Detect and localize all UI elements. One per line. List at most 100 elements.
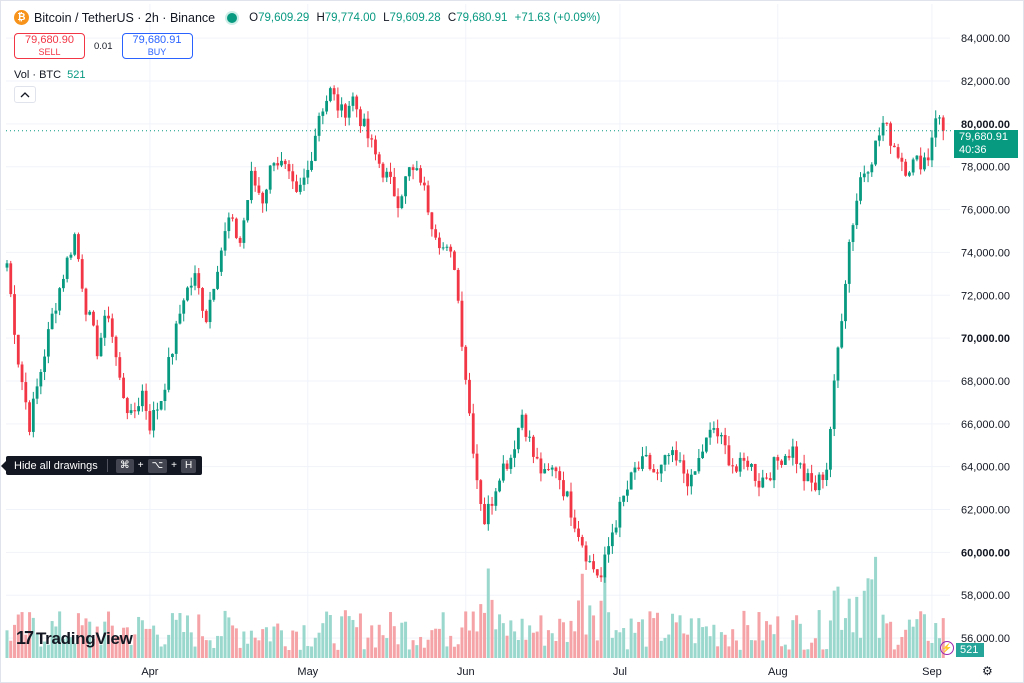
candle-body [787,455,791,458]
volume-bar [223,610,227,658]
volume-bar [46,644,50,658]
candle-body [182,300,186,314]
volume-bar [610,637,614,658]
candle-body [344,104,347,118]
volume-bar [467,630,471,658]
candle-body [351,96,355,106]
x-tick-label: May [297,666,318,678]
candle-body [528,436,532,438]
candle-body [231,217,234,219]
candle-body [140,390,144,407]
volume-bar [475,631,479,658]
candle-body [814,482,817,491]
volume-bar [107,611,111,658]
volume-bar [614,630,618,658]
symbol-legend: ₿ Bitcoin / TetherUS · 2h · Binance O79,… [14,10,604,25]
volume-bar [501,623,505,658]
volume-bar [915,619,919,658]
volume-legend[interactable]: Vol · BTC 521 [14,69,85,81]
volume-bar [449,635,453,658]
candle-body [911,159,915,173]
volume-bar [674,622,678,658]
volume-bar [678,615,682,658]
volume-bar [400,622,404,658]
candle-body [362,118,366,127]
candle-body [682,460,686,474]
volume-bar [866,578,870,658]
volume-bar [877,637,881,658]
hide-drawings-tooltip: Hide all drawings ⌘ + ⌥ + H [0,456,203,475]
symbol-title[interactable]: Bitcoin / TetherUS · 2h · Binance [34,10,216,25]
candle-body [671,450,674,456]
candle-body [355,96,359,110]
collapse-legend-button[interactable] [14,86,36,103]
change-value: +71.63 (+0.09%) [514,11,601,24]
buy-button[interactable]: 79,680.91 BUY [121,33,193,59]
volume-bar [159,646,163,658]
volume-bar [140,620,144,658]
candle-body [908,172,911,176]
candle-body [287,164,291,172]
open-value: 79,609.29 [258,11,310,24]
volume-bar [607,612,611,658]
volume-bar [332,643,336,658]
volume-bar [828,620,832,658]
volume-bar [810,642,814,658]
volume-bar [28,612,32,658]
candle-body [825,469,829,481]
candle-body [584,545,588,562]
volume-bar [780,646,784,658]
candle-body [310,160,313,170]
volume-bar [693,643,697,658]
y-tick-label: 74,000.00 [961,247,1010,259]
candle-body [186,287,189,301]
tooltip-text: Hide all drawings [14,459,98,472]
high-value: 79,774.00 [324,11,376,24]
candle-body [547,469,550,471]
volume-bar [520,618,524,658]
volume-bar [355,627,359,658]
volume-bar [268,641,272,658]
candle-body [569,491,573,518]
volume-bar [772,634,776,658]
last-price-value: 79,680.91 [959,131,1008,143]
volume-bar [644,646,648,658]
volume-bar [825,649,829,658]
volume-bar [73,643,77,658]
volume-bar [682,633,686,658]
x-tick-label: Jul [613,666,627,678]
candle-body [381,163,385,178]
volume-bar [919,611,923,658]
volume-bar [708,636,712,658]
candle-body [468,379,471,414]
volume-bar [321,623,325,658]
candle-body [449,246,453,252]
candle-body [652,469,656,473]
candle-body [88,311,92,315]
candle-body [915,155,919,160]
volume-bar [377,624,381,658]
volume-bar [95,626,99,658]
candle-body [54,310,58,314]
candle-body [539,458,543,474]
volume-bar [667,634,671,658]
candle-body [761,477,765,488]
volume-bar [392,626,396,658]
tradingview-logo[interactable]: 17 TradingView [16,628,133,649]
gear-icon[interactable]: ⚙ [982,664,993,678]
candle-body [892,145,896,148]
volume-bar [24,634,28,658]
volume-bar [61,638,65,658]
volume-bar [761,640,765,658]
candle-body [110,318,114,337]
volume-bar [937,638,941,658]
volume-bar [426,639,430,658]
sell-button[interactable]: 79,680.90 SELL [14,33,85,59]
volume-bar [603,576,607,658]
volume-bar [43,641,47,658]
alert-icon[interactable]: ⚡ [940,641,954,655]
candle-body [133,410,137,412]
candle-body [505,463,509,469]
candle-body [430,212,434,230]
